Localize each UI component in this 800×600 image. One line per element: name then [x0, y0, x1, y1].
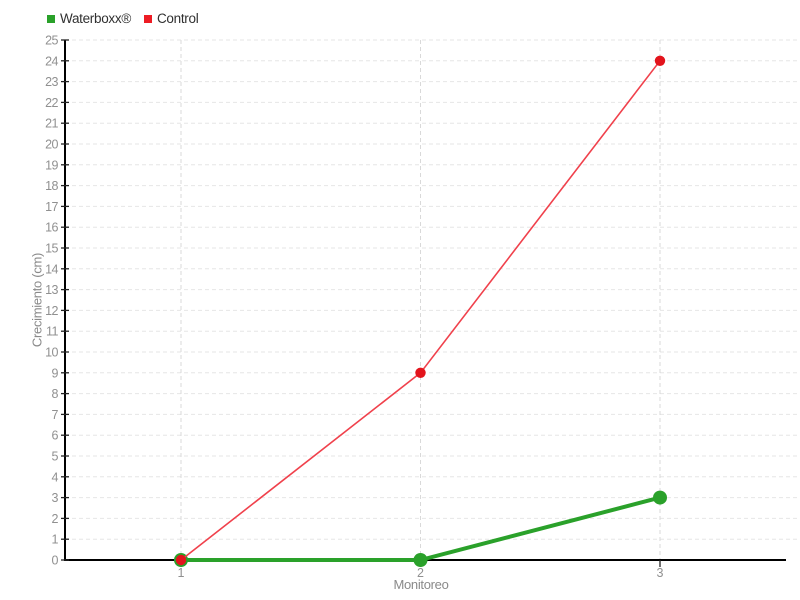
- svg-text:1: 1: [178, 566, 185, 580]
- svg-text:22: 22: [45, 96, 58, 110]
- svg-text:5: 5: [52, 450, 59, 464]
- legend-item-control: Control: [143, 11, 199, 26]
- svg-text:10: 10: [45, 346, 58, 360]
- x-axis-title: Monitoreo: [393, 577, 449, 592]
- waterboxx-swatch-icon: [47, 14, 55, 23]
- svg-text:4: 4: [52, 470, 59, 484]
- svg-text:12: 12: [45, 304, 58, 318]
- legend-label-waterboxx: Waterboxx®: [60, 11, 131, 26]
- svg-text:13: 13: [45, 283, 58, 297]
- legend: Waterboxx® Control: [47, 11, 199, 26]
- svg-text:19: 19: [45, 158, 58, 172]
- svg-text:20: 20: [45, 138, 58, 152]
- svg-text:3: 3: [52, 491, 59, 505]
- svg-text:7: 7: [52, 408, 59, 422]
- control-swatch-icon: [143, 14, 152, 23]
- svg-text:17: 17: [45, 200, 58, 214]
- svg-text:2: 2: [52, 512, 59, 526]
- svg-text:24: 24: [45, 54, 58, 68]
- svg-text:23: 23: [45, 75, 58, 89]
- svg-text:18: 18: [45, 179, 58, 193]
- legend-label-control: Control: [156, 11, 199, 26]
- svg-text:21: 21: [45, 117, 58, 131]
- svg-text:14: 14: [45, 262, 58, 276]
- y-axis-title: Crecimiento (cm): [29, 252, 45, 348]
- svg-text:3: 3: [657, 566, 664, 580]
- svg-text:8: 8: [52, 387, 59, 401]
- svg-text:16: 16: [45, 221, 58, 235]
- svg-text:11: 11: [46, 325, 59, 339]
- svg-text:2: 2: [417, 566, 424, 580]
- svg-text:9: 9: [52, 366, 59, 380]
- legend-item-waterboxx: Waterboxx®: [47, 11, 131, 26]
- svg-text:0: 0: [52, 554, 59, 568]
- svg-text:25: 25: [45, 34, 58, 48]
- svg-text:15: 15: [45, 242, 58, 256]
- svg-text:6: 6: [52, 429, 59, 443]
- svg-text:1: 1: [52, 533, 59, 547]
